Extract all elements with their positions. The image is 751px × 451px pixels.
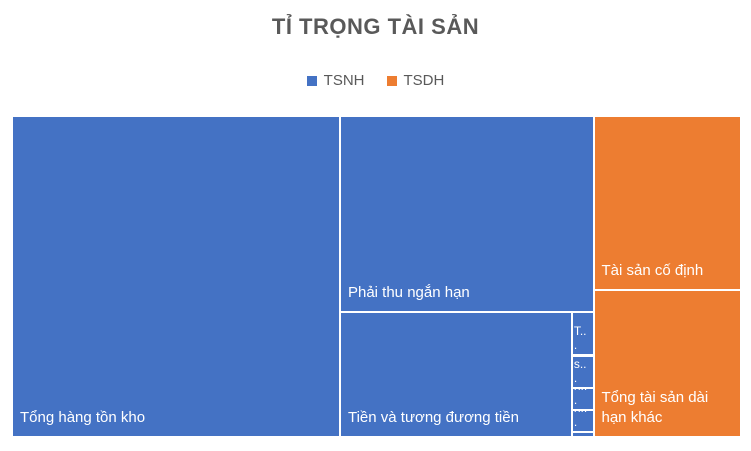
chart-title: TỈ TRỌNG TÀI SẢN xyxy=(271,14,480,39)
legend-label: TSNH xyxy=(323,72,365,89)
legend: TSNH TSDH xyxy=(0,72,751,89)
treemap-cell: n... xyxy=(572,389,593,409)
cell-label: Tổng tài sản dài hạn khác xyxy=(601,388,709,426)
cell-label: s... xyxy=(573,357,587,386)
treemap-cell: s... xyxy=(572,356,593,388)
legend-item: TSNH xyxy=(306,72,365,89)
cell-label: Tiền và tương đương tiền xyxy=(347,408,519,426)
treemap-cell: Tài sản cố định xyxy=(594,117,740,290)
treemap-cell: Tổng hàng tồn kho xyxy=(13,117,339,436)
legend-swatch xyxy=(306,75,317,86)
cell-label: n... xyxy=(573,411,587,429)
cell-label: Phải thu ngắn hạn xyxy=(347,284,470,302)
treemap-cell: n... xyxy=(572,410,593,431)
legend-label: TSDH xyxy=(403,72,445,89)
treemap-cell: Phải thu ngắn hạn xyxy=(340,117,593,312)
legend-swatch xyxy=(386,75,397,86)
treemap-cell: T... xyxy=(572,313,593,355)
treemap-cell xyxy=(572,432,593,436)
treemap-cell: Tổng tài sản dài hạn khác xyxy=(594,291,740,436)
cell-label: n... xyxy=(573,389,587,407)
cell-label: T... xyxy=(573,324,587,353)
legend-item: TSDH xyxy=(386,72,445,89)
cell-label: Tổng hàng tồn kho xyxy=(20,409,146,426)
cell-label: Tài sản cố định xyxy=(601,262,704,280)
treemap-cell: Tiền và tương đương tiền xyxy=(340,313,571,436)
